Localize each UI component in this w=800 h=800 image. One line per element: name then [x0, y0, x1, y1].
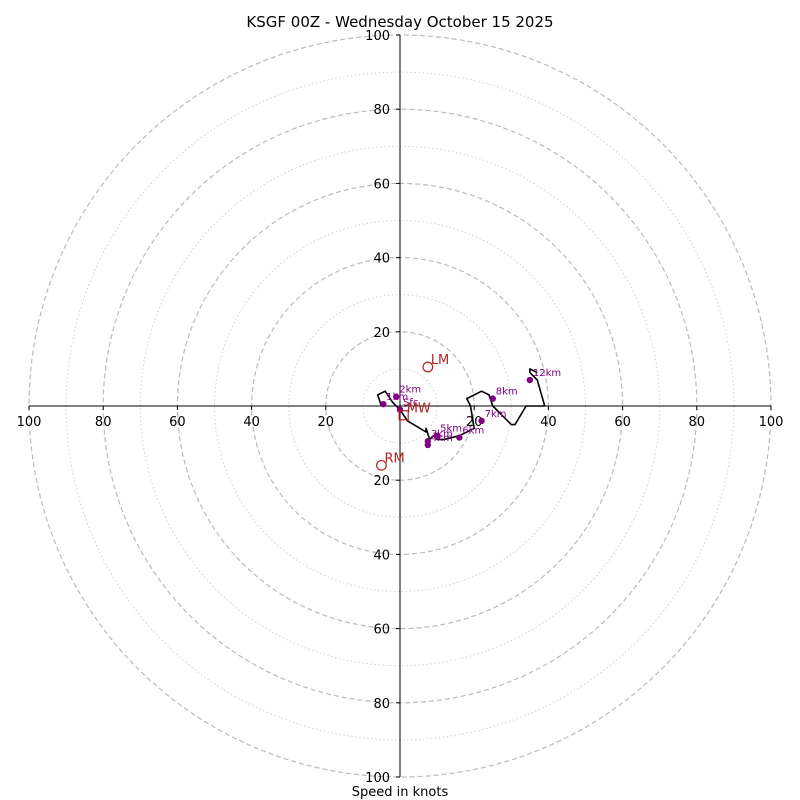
axes [29, 35, 771, 777]
rm-label: RM [384, 451, 404, 466]
height-marker-label: 12km [533, 368, 561, 379]
height-markers: 1kmSfc2km3km4km5km6km7km8km12km [380, 368, 561, 449]
x-tick-label: 60 [169, 415, 186, 430]
height-marker-dot [393, 393, 400, 400]
x-tick-label: 80 [95, 415, 112, 430]
x-tick-label: 100 [759, 415, 784, 430]
height-marker-label: Sfc [403, 398, 418, 409]
rm-marker [376, 459, 387, 471]
x-axis-label: Speed in knots [352, 785, 449, 800]
height-marker-dot [424, 441, 432, 449]
y-tick-label: 20 [373, 326, 390, 341]
y-ticks: 100 80 60 40 20 20 40 60 80 100 [365, 29, 400, 786]
height-marker-label: 3km [431, 429, 453, 440]
y-tick-label: 60 [373, 177, 390, 192]
x-tick-label: 100 [17, 415, 42, 430]
y-tick-label: 80 [373, 103, 390, 118]
chart-title: KSGF 00Z - Wednesday October 15 2025 [246, 13, 553, 31]
height-marker-label: 4km [431, 433, 453, 444]
y-tick-label: 20 [373, 474, 390, 489]
height-marker-dot [433, 432, 441, 439]
y-tick-label: 80 [373, 697, 390, 712]
height-marker-label: 7km [485, 409, 507, 420]
y-tick-label: 40 [373, 252, 390, 267]
y-tick-label: 40 [373, 548, 390, 563]
mw-marker [398, 410, 409, 421]
height-marker-label: 8km [496, 387, 518, 398]
y-tick-label: 100 [365, 29, 390, 44]
x-tick-label: 20 [318, 415, 335, 430]
height-marker-dot [526, 376, 534, 384]
lm-marker [422, 361, 434, 373]
y-tick-label: 60 [373, 623, 390, 638]
height-marker-dot [478, 417, 485, 425]
storm-motion-markers: LM MW RM [376, 353, 449, 471]
lm-label: LM [431, 353, 449, 368]
x-tick-label: 40 [540, 415, 557, 430]
height-marker-label: 5km [440, 424, 462, 435]
x-tick-label: 20 [466, 415, 483, 430]
height-marker-dot [489, 395, 496, 402]
height-marker-label: 2km [399, 385, 421, 396]
x-tick-label: 60 [614, 415, 631, 430]
x-ticks: 100 80 60 40 20 20 40 60 80 100 [17, 406, 784, 430]
height-marker-dot [456, 434, 463, 441]
mw-label: MW [407, 401, 431, 416]
hodograph-trace [376, 368, 546, 441]
height-marker-label: 6km [462, 426, 484, 437]
y-tick-label: 100 [365, 771, 390, 786]
height-marker-dot [380, 400, 387, 408]
hodograph-trace-group [376, 368, 546, 441]
x-tick-label: 80 [689, 415, 706, 430]
x-tick-label: 40 [243, 415, 260, 430]
